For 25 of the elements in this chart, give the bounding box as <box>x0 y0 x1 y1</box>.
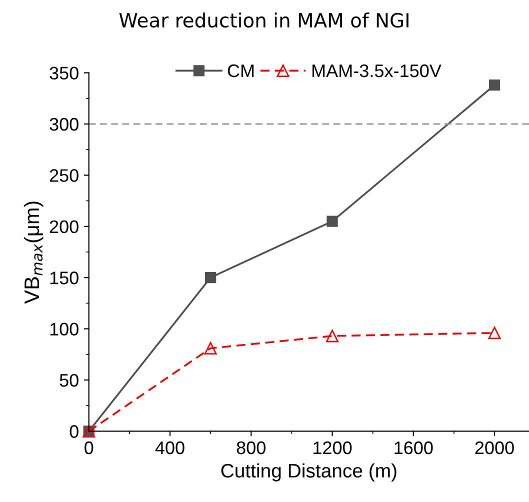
y-tick-label: 250 <box>50 169 78 182</box>
point <box>326 330 339 342</box>
y-tick-label: 150 <box>50 272 78 284</box>
y-tick-label: 350 <box>50 66 78 80</box>
y-tick-label: 50 <box>60 374 78 387</box>
y-tick-label: 200 <box>50 220 78 234</box>
y-tick-label: 0 <box>70 425 78 438</box>
point <box>488 80 500 91</box>
y-tick-label: 100 <box>50 322 78 336</box>
x-tick-label: 400 <box>155 441 184 454</box>
x-tick-label: 800 <box>236 441 266 454</box>
x-tick-label: 0 <box>84 441 94 454</box>
legend-label: CM <box>228 64 254 78</box>
point <box>205 272 216 284</box>
x-axis-title: Cutting Distance (m) <box>221 463 396 482</box>
y-axis-title: VB$_{max}$(μm) <box>24 202 44 304</box>
point <box>488 326 501 340</box>
point <box>204 342 217 355</box>
y-tick-label: 300 <box>50 118 78 131</box>
chart-title: Wear reduction in MAM of NGI <box>119 12 408 28</box>
x-tick-label: 1600 <box>394 441 433 454</box>
legend-label: MAM-3.5x-150V <box>312 64 442 78</box>
x-tick-label: 2000 <box>475 441 514 454</box>
x-tick-label: 1200 <box>314 441 352 454</box>
point <box>326 216 338 227</box>
